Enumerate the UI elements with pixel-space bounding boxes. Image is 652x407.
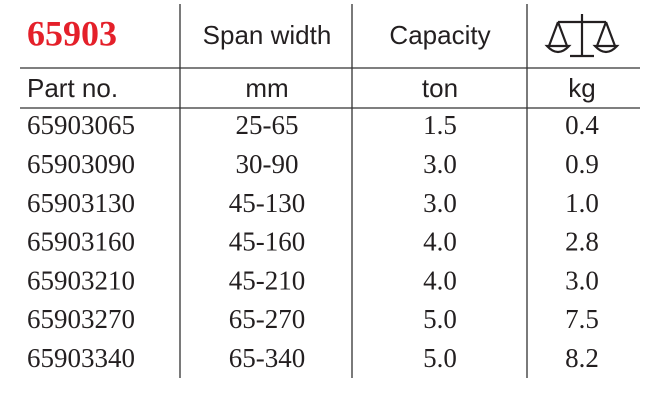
weight: 2.8 [565, 227, 599, 257]
column-header: Span width [203, 20, 332, 50]
column-header: Capacity [389, 20, 490, 50]
unit-label: kg [568, 73, 595, 103]
weight: 0.4 [565, 110, 599, 140]
span-width: 45-130 [229, 188, 306, 218]
part-number: 65903340 [27, 343, 135, 373]
capacity: 5.0 [423, 343, 457, 373]
capacity: 5.0 [423, 304, 457, 334]
weight: 8.2 [565, 343, 599, 373]
part-number: 65903210 [27, 265, 135, 295]
span-width: 65-270 [229, 304, 306, 334]
weight: 0.9 [565, 149, 599, 179]
weight: 1.0 [565, 188, 599, 218]
part-number: 65903090 [27, 149, 135, 179]
weight-icon [544, 14, 620, 58]
unit-label: mm [245, 73, 288, 103]
capacity: 1.5 [423, 110, 457, 140]
span-width: 25-65 [236, 110, 299, 140]
capacity: 3.0 [423, 188, 457, 218]
span-width: 45-210 [229, 265, 306, 295]
unit-label: ton [422, 73, 458, 103]
span-width: 30-90 [236, 149, 299, 179]
product-title: 65903 [27, 13, 117, 53]
span-width: 45-160 [229, 227, 306, 257]
capacity: 4.0 [423, 227, 457, 257]
part-number: 65903130 [27, 188, 135, 218]
unit-label: Part no. [27, 73, 118, 103]
part-number: 65903065 [27, 110, 135, 140]
capacity: 3.0 [423, 149, 457, 179]
span-width: 65-340 [229, 343, 306, 373]
part-number: 65903160 [27, 227, 135, 257]
part-number: 65903270 [27, 304, 135, 334]
capacity: 4.0 [423, 265, 457, 295]
weight: 3.0 [565, 265, 599, 295]
weight: 7.5 [565, 304, 599, 334]
